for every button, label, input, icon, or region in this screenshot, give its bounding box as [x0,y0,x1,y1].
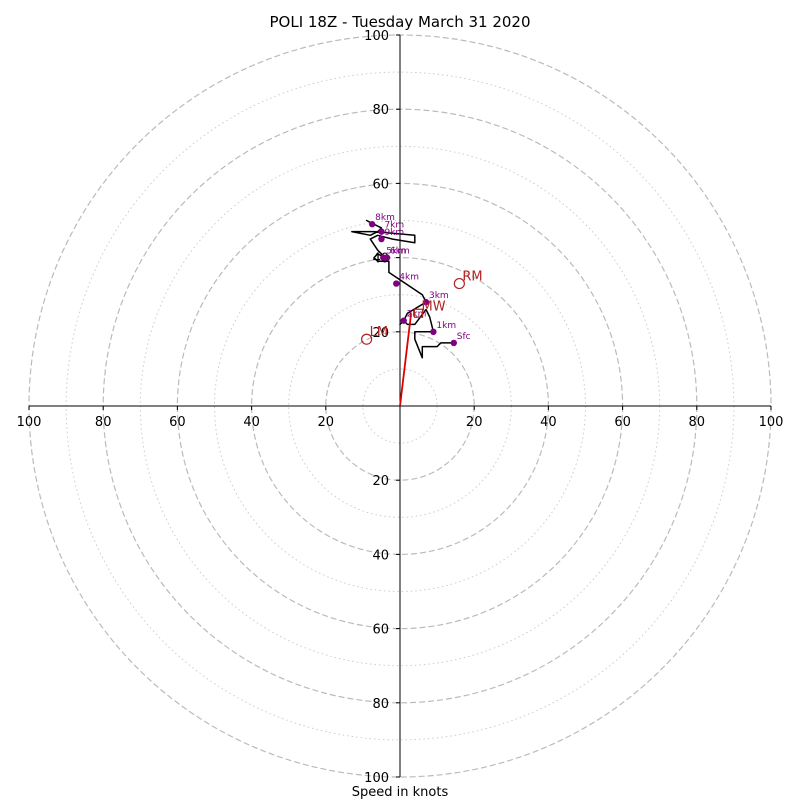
x-tick-label: 60 [169,415,186,430]
storm-motion-marker-lm [361,333,373,345]
y-tick-label: 100 [364,29,389,44]
x-tick-label: 40 [540,415,557,430]
height-label-1km: 1km [436,321,456,331]
x-tick-label: 20 [466,415,483,430]
hodograph-trace [351,219,454,359]
storm-motion-label-mw: MW [422,299,446,314]
storm-motion-marker-rm [453,277,465,290]
y-tick-label: 60 [372,623,389,638]
storm-motion-marker-mw [413,308,424,318]
x-tick-label: 20 [318,415,335,430]
height-label-8km: 8km [375,213,395,223]
tick-labels: 1008060402020406080100100806040202040608… [17,29,784,786]
height-marker-1km [430,328,437,335]
height-marker-9km [378,235,385,243]
x-tick-label: 80 [689,415,706,430]
x-axis-label: Speed in knots [352,785,449,800]
height-label-3km: 3km [429,291,449,301]
y-tick-label: 100 [364,771,389,786]
height-marker-sfc [450,339,457,347]
storm-motion-label-rm: RM [462,270,482,285]
height-marker-2km [400,317,407,324]
y-tick-label: 40 [372,548,389,563]
height-marker-8km [368,221,376,228]
height-label-9km: 9km [384,228,404,238]
y-tick-label: 80 [372,103,389,118]
x-tick-label: 100 [17,415,42,430]
height-marker-4km [393,280,400,287]
x-tick-label: 80 [95,415,112,430]
y-tick-label: 60 [372,177,389,192]
y-tick-label: 80 [372,697,389,712]
height-label-4km: 4km [399,273,419,283]
x-tick-label: 60 [614,415,631,430]
height-label-2km: 2km [407,310,427,320]
x-tick-label: 40 [243,415,260,430]
x-tick-label: 100 [759,415,784,430]
height-marker-6km [383,254,391,261]
height-label-5km: 5km [386,247,406,257]
height-label-sfc: Sfc [457,332,471,342]
y-tick-label: 20 [372,474,389,489]
storm-motion-label-lm: LM [370,325,388,340]
chart-title: POLI 18Z - Tuesday March 31 2020 [269,13,530,31]
height-label-7km: 7km [384,221,404,231]
height-label-6km: 6km [390,247,410,257]
y-tick-label: 20 [372,326,389,341]
height-marker-7km [378,228,385,235]
shear-vector [399,313,413,407]
height-marker-3km [422,298,430,306]
